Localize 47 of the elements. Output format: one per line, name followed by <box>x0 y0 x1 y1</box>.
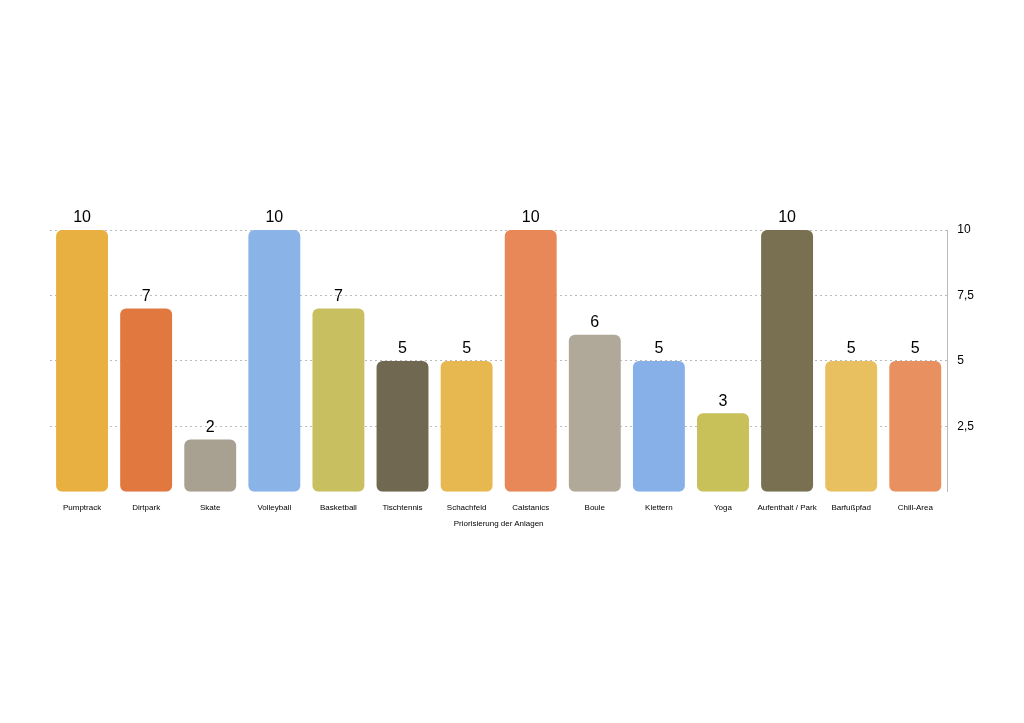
bar <box>504 230 557 492</box>
data-label: 10 <box>778 208 797 226</box>
x-tick-label: Tischtennis <box>382 502 423 512</box>
bar <box>248 230 301 492</box>
y-tick-label: 5 <box>957 353 965 368</box>
bar <box>312 308 365 492</box>
x-tick-label: Calstanics <box>512 502 550 512</box>
data-label: 6 <box>590 313 600 331</box>
data-label: 3 <box>718 391 728 409</box>
bar <box>376 360 429 492</box>
x-axis-title: Priorisierung der Anlagen <box>453 519 544 529</box>
x-tick-label: Volleyball <box>257 502 292 512</box>
x-tick-label: Boule <box>584 502 606 512</box>
bar <box>761 230 814 492</box>
x-tick-label: Dirtpark <box>132 502 162 512</box>
y-tick-label: 2,5 <box>957 418 975 433</box>
x-tick-label: Skate <box>200 502 222 512</box>
bar <box>568 334 621 492</box>
data-label: 10 <box>73 208 92 226</box>
data-label: 5 <box>398 339 408 357</box>
bar <box>56 230 109 492</box>
data-label: 7 <box>141 286 151 304</box>
bar <box>889 360 942 492</box>
bar <box>825 360 878 492</box>
x-tick-label: Chill-Area <box>897 502 934 512</box>
x-tick-label: Barfußpfad <box>831 502 871 512</box>
y-tick-label: 10 <box>957 222 971 237</box>
data-label: 7 <box>333 286 343 304</box>
x-tick-label: Klettern <box>645 502 673 512</box>
bar <box>120 308 173 492</box>
x-tick-label: Schachfeld <box>446 502 487 512</box>
x-tick-label: Pumptrack <box>62 502 103 512</box>
x-tick-label: Basketball <box>319 502 358 512</box>
data-label: 10 <box>521 208 540 226</box>
bar <box>184 439 237 492</box>
data-label: 10 <box>265 208 284 226</box>
data-label: 5 <box>846 339 856 357</box>
y-tick-label: 7,5 <box>957 287 975 302</box>
x-tick-label: Yoga <box>714 502 733 512</box>
data-label: 5 <box>462 339 472 357</box>
bar <box>440 360 493 492</box>
bar <box>632 360 685 492</box>
data-label: 5 <box>654 339 664 357</box>
data-label: 5 <box>910 339 920 357</box>
data-label: 2 <box>205 417 215 435</box>
x-tick-label: Aufenthalt / Park <box>757 502 818 512</box>
bar <box>697 413 749 492</box>
